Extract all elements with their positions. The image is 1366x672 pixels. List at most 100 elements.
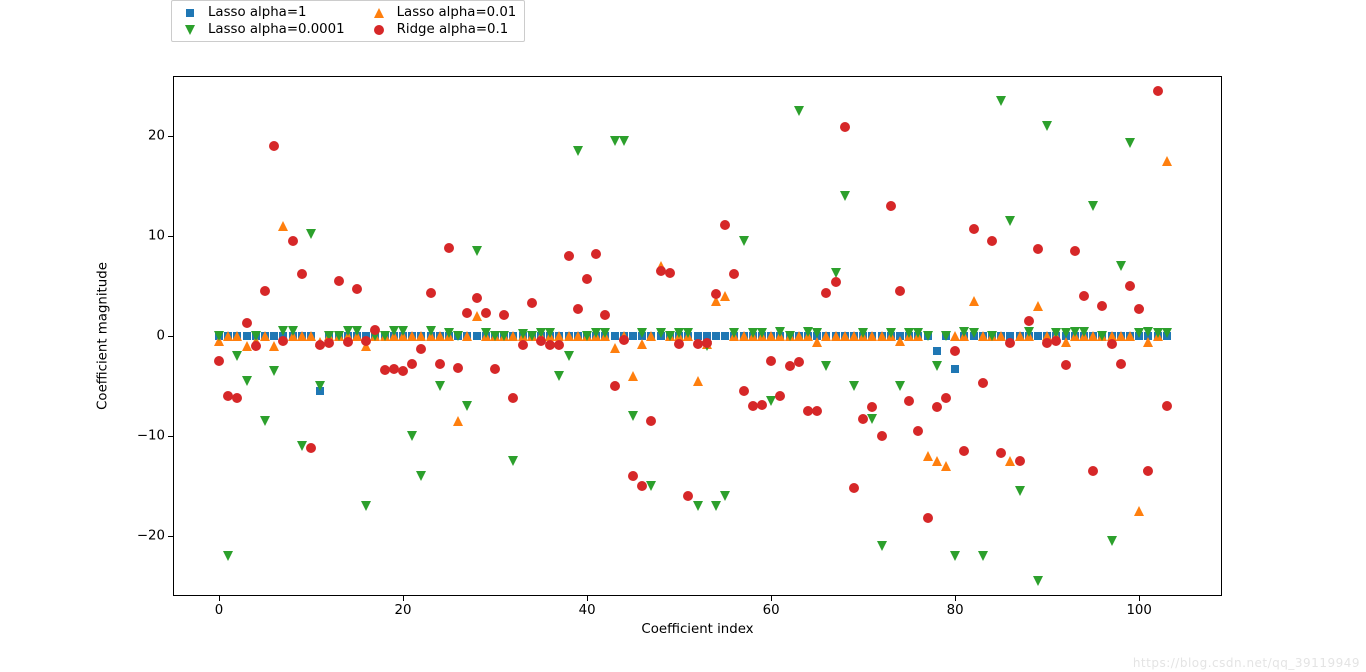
circle-marker bbox=[1024, 316, 1034, 326]
data-point bbox=[932, 361, 942, 371]
data-point bbox=[729, 328, 739, 338]
circle-marker bbox=[407, 359, 417, 369]
circle-marker bbox=[527, 298, 537, 308]
data-point bbox=[1033, 576, 1043, 586]
legend-marker bbox=[369, 25, 389, 35]
triangle-up-marker bbox=[941, 461, 951, 471]
data-point bbox=[794, 106, 804, 116]
data-point bbox=[831, 277, 841, 287]
data-point bbox=[913, 426, 923, 436]
data-point bbox=[721, 332, 729, 340]
circle-marker bbox=[867, 402, 877, 412]
circle-marker bbox=[591, 249, 601, 259]
data-point bbox=[877, 541, 887, 551]
triangle-down-marker bbox=[600, 328, 610, 338]
triangle-down-marker bbox=[978, 551, 988, 561]
data-point bbox=[858, 414, 868, 424]
data-point bbox=[840, 122, 850, 132]
circle-marker bbox=[886, 201, 896, 211]
x-tick-mark bbox=[771, 596, 772, 601]
data-point bbox=[260, 331, 270, 341]
data-point bbox=[1088, 201, 1098, 211]
data-point bbox=[306, 229, 316, 239]
square-marker bbox=[270, 332, 278, 340]
triangle-down-marker bbox=[232, 351, 242, 361]
circle-marker bbox=[462, 308, 472, 318]
data-point bbox=[693, 376, 703, 386]
triangle-down-marker bbox=[683, 328, 693, 338]
circle-marker bbox=[343, 337, 353, 347]
data-point bbox=[611, 332, 619, 340]
data-point bbox=[969, 328, 979, 338]
circle-marker bbox=[1070, 246, 1080, 256]
square-marker bbox=[186, 9, 194, 17]
circle-marker bbox=[628, 471, 638, 481]
circle-marker bbox=[757, 400, 767, 410]
circle-marker bbox=[288, 236, 298, 246]
circle-marker bbox=[260, 286, 270, 296]
data-point bbox=[297, 269, 307, 279]
circle-marker bbox=[297, 269, 307, 279]
circle-marker bbox=[1107, 339, 1117, 349]
data-point bbox=[950, 551, 960, 561]
data-point bbox=[619, 335, 629, 345]
legend-item: Ridge alpha=0.1 bbox=[369, 22, 517, 37]
triangle-down-marker bbox=[849, 381, 859, 391]
triangle-down-marker bbox=[1162, 328, 1172, 338]
circle-marker bbox=[370, 325, 380, 335]
triangle-down-marker bbox=[1079, 327, 1089, 337]
data-point bbox=[1134, 506, 1144, 516]
square-marker bbox=[951, 365, 959, 373]
triangle-down-marker bbox=[1088, 201, 1098, 211]
square-marker bbox=[243, 332, 251, 340]
data-point bbox=[269, 366, 279, 376]
triangle-down-marker bbox=[361, 501, 371, 511]
circle-marker bbox=[831, 277, 841, 287]
triangle-down-marker bbox=[1015, 486, 1025, 496]
triangle-down-marker bbox=[729, 328, 739, 338]
triangle-down-marker bbox=[564, 351, 574, 361]
data-point bbox=[462, 308, 472, 318]
circle-marker bbox=[987, 236, 997, 246]
data-point bbox=[1134, 304, 1144, 314]
data-point bbox=[554, 371, 564, 381]
data-point bbox=[582, 274, 592, 284]
data-point bbox=[573, 146, 583, 156]
legend-item: Lasso alpha=0.01 bbox=[369, 5, 517, 20]
data-point bbox=[527, 298, 537, 308]
triangle-down-marker bbox=[987, 331, 997, 341]
circle-marker bbox=[1051, 336, 1061, 346]
triangle-up-marker bbox=[1033, 301, 1043, 311]
data-point bbox=[996, 448, 1006, 458]
data-point bbox=[711, 289, 721, 299]
legend-marker bbox=[180, 9, 200, 17]
legend-label: Lasso alpha=1 bbox=[208, 5, 306, 20]
watermark: https://blog.csdn.net/qq_39119949 bbox=[1133, 656, 1360, 670]
data-point bbox=[711, 501, 721, 511]
data-point bbox=[1005, 338, 1015, 348]
circle-marker bbox=[821, 288, 831, 298]
circle-marker bbox=[913, 426, 923, 436]
triangle-up-marker bbox=[720, 291, 730, 301]
data-point bbox=[426, 288, 436, 298]
data-point bbox=[499, 331, 509, 341]
circle-marker bbox=[554, 340, 564, 350]
data-point bbox=[564, 351, 574, 361]
data-point bbox=[729, 269, 739, 279]
triangle-down-marker bbox=[619, 136, 629, 146]
triangle-up-marker bbox=[278, 221, 288, 231]
data-point bbox=[398, 326, 408, 336]
triangle-down-marker bbox=[1125, 138, 1135, 148]
circle-marker bbox=[711, 289, 721, 299]
circle-marker bbox=[1005, 338, 1015, 348]
triangle-down-marker bbox=[812, 328, 822, 338]
circle-marker bbox=[1125, 281, 1135, 291]
data-point bbox=[242, 376, 252, 386]
circle-marker bbox=[923, 513, 933, 523]
triangle-down-marker bbox=[693, 501, 703, 511]
triangle-down-marker bbox=[1024, 327, 1034, 337]
triangle-down-marker bbox=[757, 328, 767, 338]
circle-marker bbox=[932, 402, 942, 412]
data-point bbox=[243, 332, 251, 340]
circle-marker bbox=[499, 310, 509, 320]
